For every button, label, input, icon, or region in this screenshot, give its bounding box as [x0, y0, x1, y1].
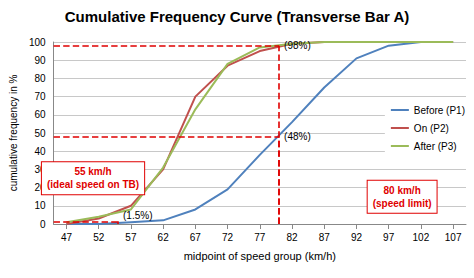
svg-text:55 km/h: 55 km/h: [74, 166, 111, 177]
svg-text:57: 57: [125, 232, 137, 243]
svg-text:47: 47: [61, 232, 73, 243]
svg-text:cumulative frequency in %: cumulative frequency in %: [8, 75, 19, 192]
svg-text:40: 40: [34, 146, 46, 157]
svg-text:80 km/h: 80 km/h: [383, 185, 420, 196]
svg-text:After (P3): After (P3): [414, 141, 457, 152]
svg-text:(ideal speed on TB): (ideal speed on TB): [47, 179, 139, 190]
svg-text:92: 92: [351, 232, 363, 243]
svg-text:52: 52: [93, 232, 105, 243]
svg-text:30: 30: [34, 163, 46, 175]
svg-text:80: 80: [34, 73, 46, 84]
svg-text:82: 82: [286, 232, 298, 243]
svg-text:0: 0: [40, 219, 46, 230]
svg-text:Before (P1): Before (P1): [414, 105, 465, 116]
svg-text:60: 60: [34, 109, 46, 120]
svg-text:midpoint of speed group (km/h): midpoint of speed group (km/h): [184, 250, 336, 262]
svg-text:(speed limit): (speed limit): [373, 198, 432, 209]
svg-text:62: 62: [158, 232, 170, 243]
svg-text:70: 70: [34, 91, 46, 102]
svg-text:10: 10: [34, 200, 46, 211]
svg-text:(98%): (98%): [284, 40, 311, 51]
svg-text:On (P2): On (P2): [414, 123, 449, 134]
svg-text:107: 107: [445, 232, 462, 243]
svg-text:(48%): (48%): [284, 131, 311, 142]
svg-text:97: 97: [383, 232, 395, 243]
svg-text:20: 20: [34, 182, 46, 194]
svg-text:87: 87: [319, 232, 331, 243]
svg-text:67: 67: [190, 232, 202, 243]
svg-text:100: 100: [29, 37, 46, 48]
svg-text:77: 77: [254, 232, 266, 243]
svg-text:102: 102: [413, 232, 430, 243]
svg-text:(1.5%): (1.5%): [123, 210, 152, 221]
svg-text:72: 72: [222, 232, 234, 243]
svg-text:90: 90: [34, 55, 46, 66]
svg-text:Cumulative Frequency Curve (Tr: Cumulative Frequency Curve (Transverse B…: [65, 8, 410, 25]
svg-text:50: 50: [34, 128, 46, 139]
